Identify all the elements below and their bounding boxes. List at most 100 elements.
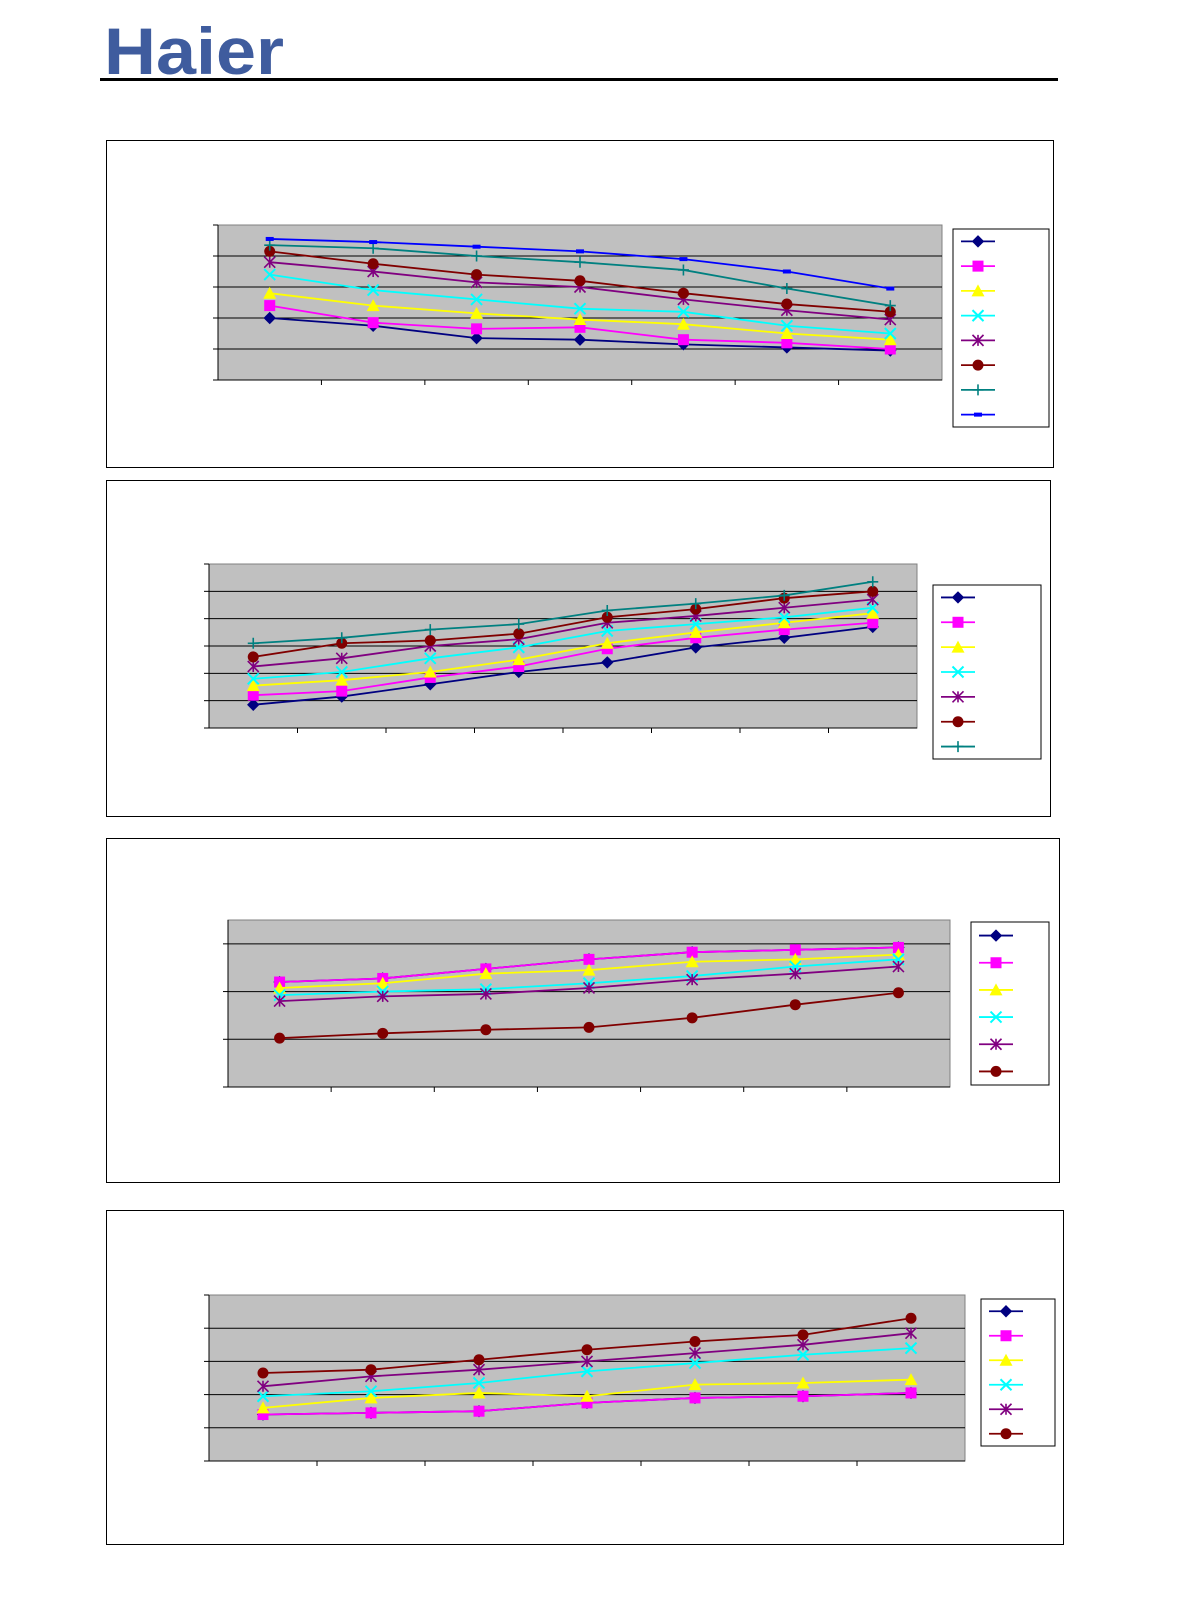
data-point-5-1	[256, 1380, 270, 1393]
series-line-3	[253, 612, 873, 687]
legend-marker-1	[951, 591, 965, 604]
data-point-6-8	[867, 585, 879, 597]
data-point-3-6	[689, 625, 703, 638]
data-point-8-4	[576, 249, 584, 254]
data-point-7-4	[513, 618, 525, 630]
data-point-5-6	[789, 967, 802, 980]
data-point-3-5	[685, 955, 699, 968]
data-point-7-7	[884, 300, 896, 312]
data-point-6-3	[471, 269, 483, 281]
haier-logo-text: Haier	[104, 18, 284, 78]
data-point-2-5	[689, 1392, 701, 1404]
chart-panel-2	[106, 480, 1051, 817]
data-point-3-4	[582, 963, 596, 976]
data-point-2-6	[781, 337, 793, 349]
legend-marker-3	[999, 1353, 1013, 1366]
line-chart-3	[223, 919, 1050, 1092]
chart-panel-4	[106, 1210, 1064, 1545]
data-point-8-3	[472, 244, 481, 249]
series-7	[264, 239, 896, 312]
data-point-8-5	[679, 257, 688, 262]
data-point-2-2	[336, 685, 348, 697]
data-point-4-7	[904, 1341, 918, 1355]
legend-marker-6	[952, 716, 964, 728]
data-point-3-7	[904, 1373, 918, 1386]
data-point-4-6	[796, 1348, 810, 1361]
data-point-1-4	[573, 333, 587, 346]
data-point-2-6	[797, 1390, 809, 1402]
data-point-7-3	[471, 250, 483, 262]
data-point-7-6	[781, 283, 793, 295]
data-point-3-2	[364, 1391, 378, 1404]
data-point-6-2	[377, 1027, 389, 1039]
data-point-2-3	[473, 1405, 485, 1417]
data-point-3-4	[580, 1389, 594, 1402]
legend	[970, 921, 1050, 1086]
legend-marker-5	[971, 334, 985, 347]
data-point-3-1	[246, 679, 260, 692]
data-point-3-5	[688, 1378, 702, 1391]
data-point-3-5	[600, 636, 614, 649]
data-point-8-7	[886, 286, 895, 291]
data-point-3-2	[376, 976, 390, 989]
data-point-7-1	[264, 239, 276, 251]
data-point-1-1	[263, 311, 276, 325]
data-point-5-3	[472, 1363, 486, 1376]
legend-marker-2	[1000, 1330, 1012, 1342]
series-8	[265, 236, 895, 291]
data-point-6-4	[513, 628, 525, 640]
series-5	[256, 1327, 918, 1393]
data-point-4-1	[273, 988, 286, 1002]
data-point-3-3	[472, 1386, 486, 1399]
data-point-2-7	[884, 343, 896, 355]
data-point-3-3	[423, 665, 437, 678]
data-point-4-5	[677, 305, 690, 319]
data-point-3-3	[479, 967, 493, 980]
data-point-2-7	[778, 624, 790, 636]
data-point-7-2	[336, 632, 348, 644]
legend-marker-1	[999, 1305, 1013, 1318]
legend-marker-6	[1000, 1428, 1012, 1440]
data-point-4-3	[470, 293, 483, 306]
data-point-7-3	[424, 624, 436, 636]
series-2	[257, 1387, 917, 1421]
haier-logo: Haier	[104, 18, 284, 78]
data-point-2-4	[583, 953, 595, 965]
data-point-2-3	[471, 323, 483, 335]
data-point-2-4	[581, 1397, 593, 1409]
data-point-4-5	[688, 1356, 702, 1370]
data-point-7-4	[574, 256, 586, 268]
data-point-4-4	[573, 302, 587, 315]
data-point-5-3	[479, 987, 492, 1001]
data-point-2-7	[905, 1387, 917, 1399]
plot-area	[217, 224, 943, 381]
series-line-5	[253, 598, 873, 668]
data-point-4-6	[780, 319, 794, 332]
data-point-7-1	[247, 637, 259, 649]
chart-panel-1	[106, 140, 1054, 468]
line-chart-1	[213, 224, 1050, 428]
data-point-2-6	[789, 944, 801, 956]
series-line-4	[253, 606, 873, 680]
data-point-4-3	[472, 1376, 486, 1390]
data-point-6-6	[789, 999, 801, 1011]
series-7	[247, 576, 879, 649]
series-3	[246, 606, 880, 692]
legend-marker-4	[951, 665, 965, 679]
data-point-3-3	[470, 306, 484, 319]
data-point-2-1	[247, 689, 259, 701]
series-3	[256, 1373, 918, 1414]
data-point-2-2	[365, 1407, 377, 1419]
data-point-6-4	[583, 1021, 595, 1033]
legend-marker-2	[972, 260, 984, 272]
data-point-4-1	[263, 268, 276, 281]
data-point-4-1	[256, 1390, 270, 1403]
data-point-6-1	[257, 1367, 269, 1379]
data-point-6-4	[574, 275, 586, 287]
data-point-3-7	[777, 616, 791, 629]
series-5	[273, 960, 905, 1008]
data-point-4-1	[247, 672, 260, 686]
series-6	[274, 987, 904, 1044]
data-point-5-1	[247, 660, 260, 673]
legend-marker-3	[951, 640, 965, 653]
